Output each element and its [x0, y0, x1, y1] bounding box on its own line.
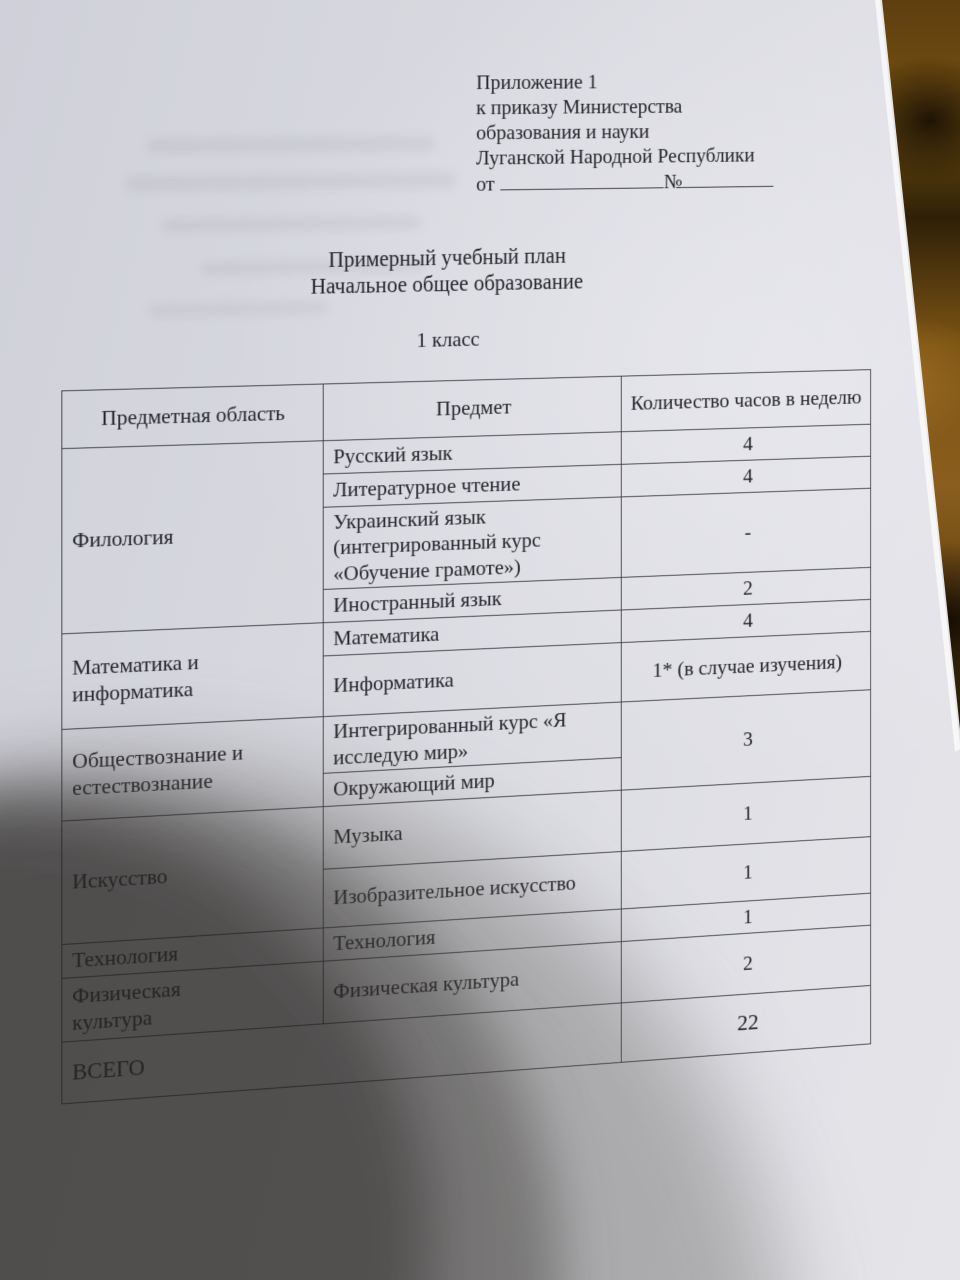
appendix-line: Приложение 1	[476, 70, 598, 94]
number-blank-line	[682, 172, 774, 188]
area-cell: Математика и информатика	[61, 622, 324, 730]
appendix-note: Приложение 1 к приказу Министерства обра…	[476, 68, 821, 196]
header-subject-area: Предметная область	[61, 383, 324, 449]
header-subject: Предмет	[323, 376, 622, 441]
grade-label: 1 класс	[416, 326, 480, 352]
number-sign: №	[663, 169, 683, 194]
date-blank-line	[500, 173, 664, 191]
subject-cell: Украинский язык (интегрированный курс «О…	[323, 496, 622, 590]
header-hours: Количество часов в неделю	[621, 369, 871, 432]
hours-cell: 3	[621, 689, 871, 791]
area-cell: Искусство	[61, 806, 324, 945]
showthrough-text-smudge	[147, 135, 435, 154]
showthrough-text-smudge	[149, 301, 328, 317]
appendix-line: к приказу Министерства	[476, 94, 683, 120]
area-cell: Обществознание и естествознание	[61, 716, 324, 822]
area-cell: Филология	[61, 440, 324, 635]
document-content: Приложение 1 к приказу Министерства обра…	[61, 68, 871, 1105]
document-title-block: Примерный учебный план Начальное общее о…	[244, 241, 646, 301]
appendix-line: Луганской Народной Республики	[476, 143, 755, 170]
from-label: от	[476, 172, 495, 196]
showthrough-text-smudge	[126, 172, 456, 192]
curriculum-table: Предметная область Предмет Количество ча…	[61, 369, 871, 1105]
appendix-line: образования и науки	[476, 119, 650, 145]
showthrough-text-smudge	[162, 215, 421, 233]
order-date-number-line: от №	[476, 167, 821, 196]
hours-cell: -	[621, 488, 871, 578]
